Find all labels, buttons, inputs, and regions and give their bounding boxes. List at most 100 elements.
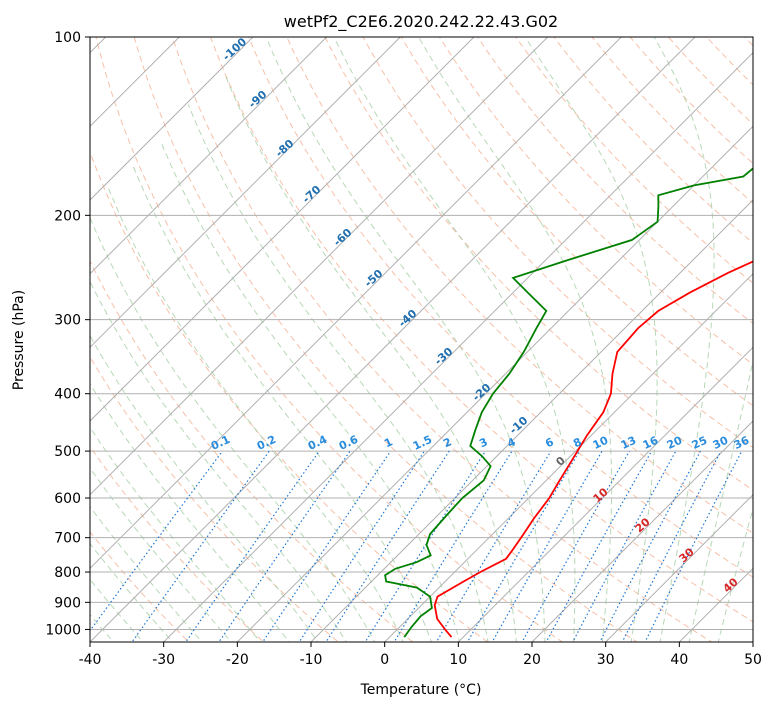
x-tick-label: -20 [226, 652, 249, 668]
x-tick-label: -30 [152, 652, 175, 668]
moist-adiabat [90, 613, 115, 642]
plot-frame [89, 36, 754, 643]
mixing-ratio-label: 2 [441, 435, 453, 450]
mixing-ratio-label: 36 [732, 434, 752, 452]
x-tick-label: 20 [523, 652, 541, 668]
dry-adiabat-label: -40 [396, 307, 420, 330]
mixing-ratio-line [131, 450, 270, 642]
mixing-ratio-label: 0.4 [306, 433, 329, 453]
moist-adiabat [653, 37, 715, 642]
moist-adiabat [90, 467, 232, 642]
isotherm [90, 37, 696, 642]
isotherm [90, 37, 623, 570]
mixing-ratio-label: 20 [665, 434, 685, 452]
isotherm [531, 420, 753, 642]
x-tick-label: 10 [449, 652, 467, 668]
x-tick-label: 0 [380, 652, 389, 668]
dry-adiabat [362, 37, 753, 449]
mixing-ratio-label: 1.5 [411, 433, 434, 453]
x-axis-label: Temperature (°C) [360, 682, 482, 698]
dry-adiabat-label: -20 [470, 381, 494, 404]
dry-adiabat-label: -30 [432, 345, 456, 368]
mixing-ratio-label: 0.2 [255, 433, 278, 453]
dry-adiabat [515, 37, 753, 284]
isopleth-labels: -100 -90 -80-70 -60 -50 -40 -30 -20 -10 0.1 0.2 0.4… [209, 35, 752, 595]
dry-adiabat [90, 445, 265, 642]
dry-adiabat-label: -10 [507, 414, 531, 437]
y-tick-label: 700 [54, 531, 81, 547]
moist-adiabat [333, 37, 576, 642]
moist-adiabat [717, 506, 753, 642]
axes: -40 -30 -20 -10 0 10 20 30 40 5010009008007006005… [45, 30, 762, 668]
moist-adiabat [90, 578, 144, 642]
mixing-ratio-line [599, 450, 702, 642]
moist-adiabat [90, 280, 347, 642]
isotherm [90, 37, 181, 128]
y-tick-label: 800 [54, 565, 81, 581]
temperature-profile [433, 260, 753, 638]
moist-adiabat [187, 104, 489, 642]
dry-adiabat [324, 37, 753, 491]
isotherm [310, 199, 753, 642]
mixing-ratio-label: 13 [619, 434, 638, 452]
mixing-ratio-line [298, 450, 425, 642]
y-tick-label: 300 [54, 313, 81, 329]
moist-adiabat-label: 10 [591, 485, 611, 505]
mixing-ratio-label: 16 [641, 434, 661, 452]
moist-adiabat [90, 334, 319, 642]
dry-adiabat [90, 356, 340, 642]
moist-adiabat-label: 30 [677, 545, 697, 565]
x-tick-label: -40 [79, 652, 102, 668]
y-tick-label: 200 [54, 208, 81, 224]
mixing-ratio-line [325, 450, 450, 642]
isotherm [162, 51, 753, 642]
isotherm [90, 37, 254, 201]
mixing-ratio-line [393, 450, 513, 642]
dry-adiabat [209, 37, 753, 623]
dewpoint-profile [384, 167, 753, 638]
mixing-ratio-line [435, 450, 552, 642]
y-tick-label: 100 [54, 30, 81, 46]
y-axis-label: Pressure (hPa) [11, 290, 27, 390]
moist-adiabat [90, 216, 376, 642]
mixing-ratio-label: 30 [711, 434, 731, 452]
dry-adiabat [756, 10, 775, 654]
isotherm [752, 641, 753, 642]
mixing-ratio-label: 3 [477, 435, 489, 450]
isotherm [236, 125, 753, 642]
dry-adiabat [286, 37, 753, 534]
dry-adiabat [438, 37, 753, 366]
dry-adiabat [171, 37, 713, 642]
dry-adiabat [705, 37, 753, 86]
dry-adiabat-label: -100 [220, 35, 249, 63]
mixing-ratio-line [90, 450, 223, 632]
isotherm [90, 37, 549, 496]
y-tick-label: 500 [54, 444, 81, 460]
dry-adiabat [90, 259, 414, 642]
x-tick-label: 50 [744, 652, 762, 668]
isotherm [383, 272, 753, 642]
isotherm [0, 10, 59, 654]
x-tick-label: -10 [300, 652, 323, 668]
dry-adiabat-label: -90 [246, 88, 270, 111]
mixing-ratio-line [364, 450, 486, 642]
plot-area [0, 10, 775, 654]
mixing-ratio-label: 10 [591, 434, 611, 452]
y-tick-label: 400 [54, 387, 81, 403]
moist-adiabat [107, 188, 404, 642]
mixing-ratio-line [466, 450, 580, 642]
dry-adiabat [744, 37, 753, 47]
moist-adiabat [418, 37, 613, 642]
moist-adiabat-label: 20 [633, 515, 653, 535]
mixing-ratio-line [491, 450, 603, 642]
mixing-ratio-label: 6 [543, 435, 556, 450]
moist-adiabat [160, 141, 461, 642]
mixing-ratio-line [218, 450, 351, 642]
moist-adiabat [90, 426, 261, 642]
chart-title: wetPf2_C2E6.2020.242.22.43.G02 [284, 12, 558, 32]
mixing-ratio-line [545, 450, 653, 642]
dry-adiabat-label: -80 [273, 137, 297, 160]
mixing-ratio-line [262, 450, 392, 642]
